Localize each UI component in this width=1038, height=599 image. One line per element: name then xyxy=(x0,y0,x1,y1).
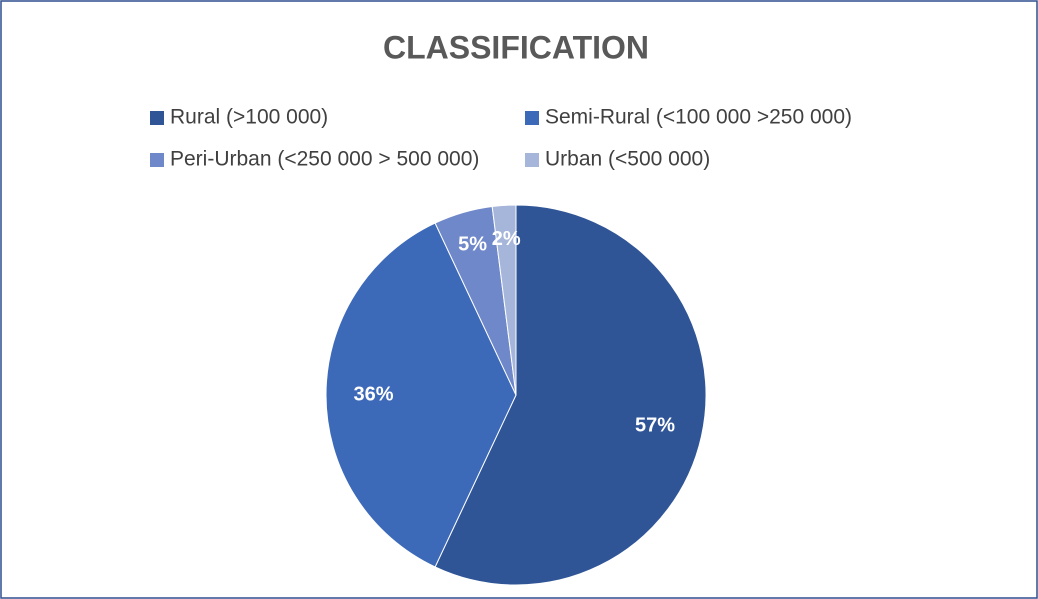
chart-title: CLASSIFICATION xyxy=(383,29,649,65)
legend-swatch xyxy=(150,111,164,125)
legend-swatch xyxy=(525,153,539,167)
data-label: 2% xyxy=(492,228,521,250)
pie-slice xyxy=(434,204,707,586)
data-label: 36% xyxy=(353,383,393,405)
legend-swatch xyxy=(150,153,164,167)
data-label: 57% xyxy=(635,414,675,436)
legend-label: Peri-Urban (<250 000 > 500 000) xyxy=(170,148,479,171)
pie-slice xyxy=(491,204,517,396)
pie-slice xyxy=(325,222,517,568)
data-label: 5% xyxy=(458,234,487,256)
legend-label: Rural (>100 000) xyxy=(170,106,328,129)
legend-label: Semi-Rural (<100 000 >250 000) xyxy=(545,106,852,129)
legend-label: Urban (<500 000) xyxy=(545,148,710,171)
legend-swatch xyxy=(525,111,539,125)
